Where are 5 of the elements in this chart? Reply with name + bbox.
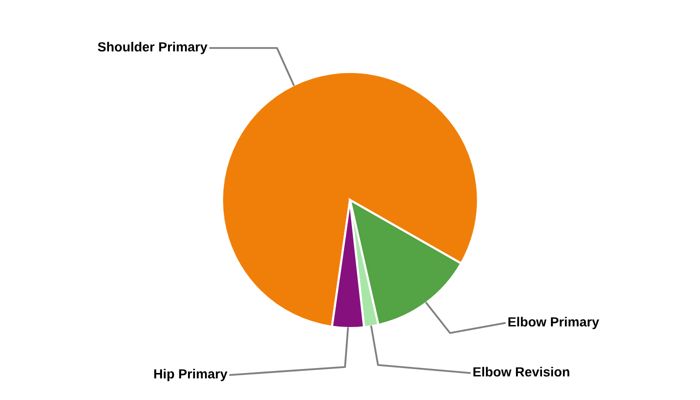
slice-label: Elbow Primary (508, 316, 600, 330)
slice-label: Shoulder Primary (98, 42, 208, 54)
slice-label: Hip Primary (154, 368, 228, 382)
slice-label: Elbow Revision (473, 366, 570, 377)
pie-slice (220, 70, 480, 328)
